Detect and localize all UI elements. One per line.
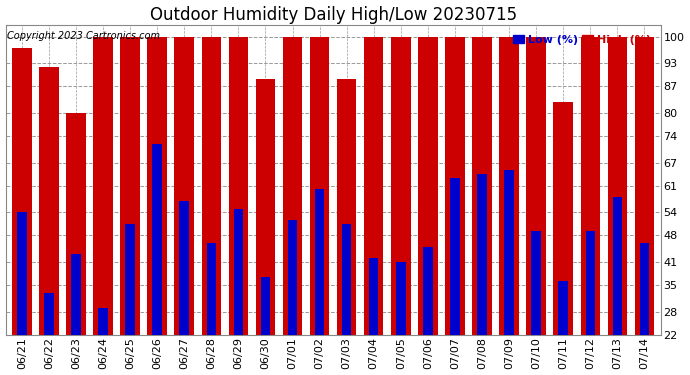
Bar xyxy=(396,262,406,375)
Bar xyxy=(608,37,627,375)
Bar xyxy=(310,37,329,375)
Bar xyxy=(364,37,384,375)
Text: Copyright 2023 Cartronics.com: Copyright 2023 Cartronics.com xyxy=(7,31,160,41)
Bar xyxy=(17,212,26,375)
Bar xyxy=(179,201,189,375)
Bar xyxy=(369,258,378,375)
Bar xyxy=(261,278,270,375)
Bar xyxy=(391,37,411,375)
Bar xyxy=(337,79,357,375)
Bar xyxy=(580,37,600,375)
Bar xyxy=(531,231,541,375)
Bar xyxy=(613,197,622,375)
Bar xyxy=(526,37,546,375)
Bar xyxy=(635,37,654,375)
Bar xyxy=(175,37,194,375)
Bar xyxy=(423,247,433,375)
Bar xyxy=(206,243,216,375)
Bar xyxy=(201,37,221,375)
Bar xyxy=(126,224,135,375)
Bar xyxy=(418,37,437,375)
Bar xyxy=(315,189,324,375)
Bar xyxy=(342,224,351,375)
Bar xyxy=(93,37,112,375)
Bar xyxy=(586,231,595,375)
Bar xyxy=(558,281,568,375)
Bar xyxy=(234,209,243,375)
Bar xyxy=(228,37,248,375)
Bar xyxy=(256,79,275,375)
Bar xyxy=(553,102,573,375)
Bar xyxy=(39,67,59,375)
Title: Outdoor Humidity Daily High/Low 20230715: Outdoor Humidity Daily High/Low 20230715 xyxy=(150,6,517,24)
Bar xyxy=(477,174,486,375)
Bar xyxy=(504,170,514,375)
Bar xyxy=(450,178,460,375)
Bar xyxy=(148,37,167,375)
Bar xyxy=(640,243,649,375)
Bar xyxy=(71,254,81,375)
Bar xyxy=(500,37,519,375)
Legend: Low (%), High (%): Low (%), High (%) xyxy=(509,31,655,50)
Bar xyxy=(288,220,297,375)
Bar xyxy=(283,37,302,375)
Bar xyxy=(12,48,32,375)
Bar xyxy=(98,308,108,375)
Bar xyxy=(120,37,140,375)
Bar xyxy=(472,37,492,375)
Bar xyxy=(66,113,86,375)
Bar xyxy=(44,292,54,375)
Bar xyxy=(445,37,464,375)
Bar xyxy=(152,144,162,375)
